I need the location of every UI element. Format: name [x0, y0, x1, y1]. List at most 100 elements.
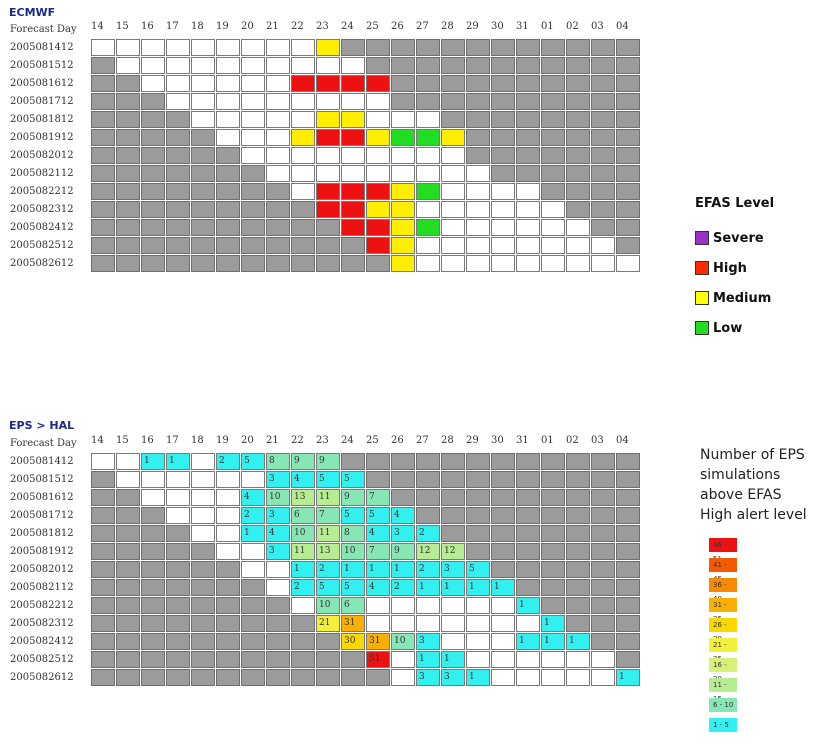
grid-cell [116, 651, 140, 668]
cell-box [316, 111, 340, 128]
eps-legend-swatch: 1 - 5 [709, 718, 737, 732]
cell-box [441, 147, 465, 164]
row-date-label: 2005081612 [10, 78, 74, 89]
grid-cell [116, 453, 140, 470]
grid-cell [316, 669, 340, 686]
grid-cell [341, 201, 365, 218]
cell-box [441, 165, 465, 182]
cell-box [516, 471, 540, 488]
grid-cell [416, 39, 440, 56]
cell-box [616, 165, 640, 182]
grid-cell: 2 [391, 579, 415, 596]
grid-cell [566, 507, 590, 524]
grid-cell [141, 57, 165, 74]
cell-box [116, 237, 140, 254]
grid-cell [291, 75, 315, 92]
grid-cell: 10 [291, 525, 315, 542]
grid-cell [291, 597, 315, 614]
grid-cell: 8 [266, 453, 290, 470]
grid-cell [591, 525, 615, 542]
cell-box [166, 471, 190, 488]
cell-box: 13 [291, 489, 315, 506]
day-header: 25 [366, 435, 390, 452]
cell-box [91, 597, 115, 614]
grid-cell [191, 525, 215, 542]
cell-box [591, 489, 615, 506]
grid-cell [616, 507, 640, 524]
cell-box [616, 147, 640, 164]
cell-box [391, 183, 415, 200]
cell-box: 11 [291, 543, 315, 560]
cell-box [441, 75, 465, 92]
grid-cell [266, 561, 290, 578]
grid-cell [116, 111, 140, 128]
grid-cell: 1 [166, 453, 190, 470]
grid-cell [341, 129, 365, 146]
grid-cell [616, 219, 640, 236]
grid-cell [141, 129, 165, 146]
grid-cell [241, 561, 265, 578]
cell-box [341, 129, 365, 146]
cell-box: 31 [341, 615, 365, 632]
grid-cell [116, 93, 140, 110]
grid-cell [191, 453, 215, 470]
grid-cell [366, 75, 390, 92]
cell-box [291, 615, 315, 632]
cell-box: 9 [291, 453, 315, 470]
grid-cell [541, 111, 565, 128]
cell-box [191, 183, 215, 200]
cell-box [291, 201, 315, 218]
grid-cell: 51 [366, 651, 390, 668]
grid-cell: 5 [466, 561, 490, 578]
cell-box [416, 237, 440, 254]
cell-box [241, 147, 265, 164]
cell-box [241, 183, 265, 200]
cell-box: 5 [316, 471, 340, 488]
grid-cell [91, 543, 115, 560]
grid-cell [266, 129, 290, 146]
grid-cell [466, 111, 490, 128]
cell-box [316, 57, 340, 74]
cell-box [541, 183, 565, 200]
cell-box [266, 129, 290, 146]
day-header: 27 [416, 21, 440, 38]
grid-cell [216, 669, 240, 686]
low-swatch [695, 321, 709, 335]
grid-cell [516, 57, 540, 74]
grid-cell [141, 561, 165, 578]
grid-cell [191, 129, 215, 146]
grid-cell [516, 111, 540, 128]
cell-box [266, 237, 290, 254]
cell-box [616, 111, 640, 128]
day-header: 29 [466, 435, 490, 452]
grid-cell [166, 183, 190, 200]
table-row: 2005082112 [8, 165, 640, 182]
grid-cell: 1 [466, 669, 490, 686]
row-date-label: 2005081912 [10, 132, 74, 143]
cell-box: 1 [391, 561, 415, 578]
cell-box [591, 129, 615, 146]
cell-box [441, 237, 465, 254]
cell-box [566, 111, 590, 128]
grid-cell [166, 129, 190, 146]
cell-box: 1 [416, 579, 440, 596]
cell-box [116, 93, 140, 110]
grid-cell [91, 75, 115, 92]
grid-cell [616, 201, 640, 218]
eps-legend-item: 36 - 40 [709, 575, 833, 603]
cell-box [616, 489, 640, 506]
cell-box [316, 93, 340, 110]
cell-box: 2 [216, 453, 240, 470]
cell-box [341, 453, 365, 470]
grid-cell [166, 471, 190, 488]
grid-cell [566, 525, 590, 542]
grid-cell [491, 489, 515, 506]
grid-cell [441, 507, 465, 524]
eps-legend-title-line: simulations [700, 467, 781, 483]
cell-box [391, 237, 415, 254]
grid-cell [491, 147, 515, 164]
cell-box [591, 525, 615, 542]
grid-cell [441, 201, 465, 218]
cell-box [491, 561, 515, 578]
grid-cell [566, 111, 590, 128]
